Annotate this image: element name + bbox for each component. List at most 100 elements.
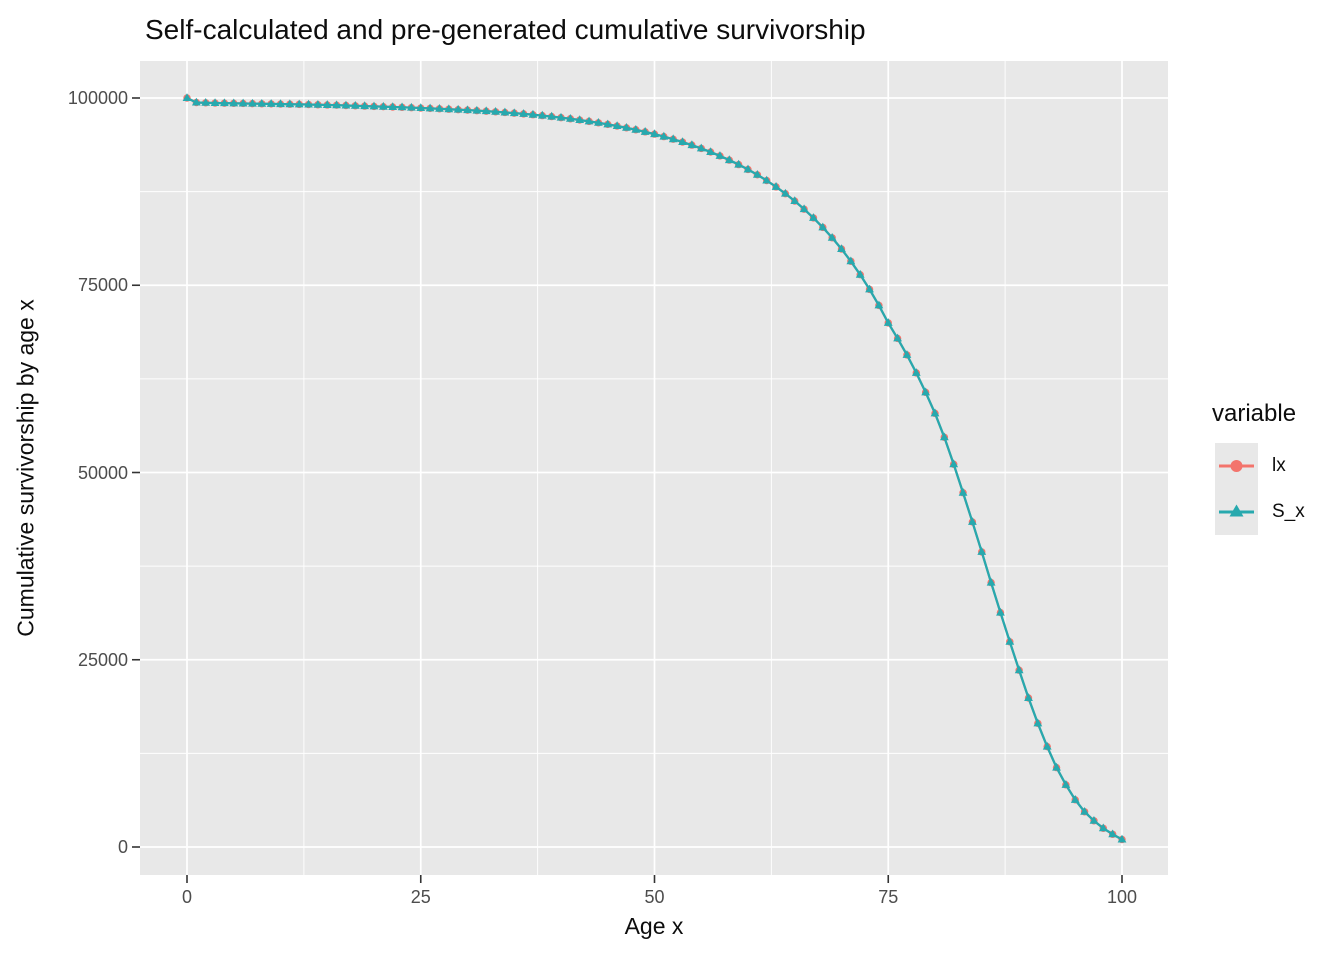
- y-tick-label: 50000: [77, 462, 128, 483]
- sx-line-triangle-swatch: [1219, 504, 1254, 517]
- data-point-S_x: [790, 196, 800, 205]
- data-point-S_x: [1033, 718, 1043, 727]
- data-point-S_x: [191, 97, 201, 106]
- data-point-S_x: [1080, 806, 1089, 815]
- data-point-S_x: [481, 106, 491, 115]
- data-point-S_x: [1042, 741, 1052, 750]
- x-tick-label: 50: [644, 887, 665, 907]
- data-point-S_x: [509, 108, 519, 117]
- data-point-S_x: [612, 121, 622, 130]
- data-point-S_x: [594, 117, 603, 126]
- data-point-S_x: [715, 151, 725, 159]
- data-point-S_x: [734, 159, 744, 168]
- lx-line-circle-swatch: [1219, 460, 1254, 472]
- data-point-S_x: [696, 143, 706, 152]
- data-point-S_x: [575, 115, 585, 124]
- data-point-S_x: [248, 98, 257, 107]
- data-point-S_x: [388, 102, 398, 110]
- data-point-S_x: [678, 137, 687, 146]
- data-point-S_x: [1108, 829, 1118, 838]
- data-point-S_x: [257, 98, 267, 107]
- data-point-S_x: [435, 103, 444, 112]
- x-tick-label: 0: [181, 887, 192, 907]
- data-point-S_x: [1070, 795, 1080, 803]
- data-point-S_x: [584, 116, 594, 125]
- data-point-S_x: [500, 107, 510, 116]
- data-point-S_x: [855, 269, 865, 278]
- data-point-S_x: [350, 100, 360, 109]
- data-point-S_x: [565, 113, 575, 122]
- data-point-S_x: [1024, 693, 1033, 701]
- data-point-S_x: [818, 222, 828, 231]
- data-point-S_x: [294, 99, 304, 108]
- y-tick-label: 100000: [67, 88, 128, 108]
- data-point-S_x: [304, 99, 313, 108]
- data-point-S_x: [201, 97, 211, 106]
- x-tick-label: 100: [1106, 887, 1138, 907]
- data-point-S_x: [472, 105, 482, 114]
- data-point-S_x: [930, 408, 940, 417]
- data-point-S_x: [1117, 834, 1127, 843]
- data-point-S_x: [1052, 762, 1061, 771]
- data-point-S_x: [416, 103, 426, 112]
- data-point-S_x: [210, 98, 220, 107]
- legend: variable lx S_x: [1210, 400, 1344, 540]
- legend-key-marker-S_x: [1229, 504, 1244, 517]
- data-point-S_x: [491, 106, 500, 115]
- data-point-S_x: [238, 98, 248, 107]
- data-point-S_x: [547, 111, 557, 120]
- data-point-S_x: [893, 333, 902, 342]
- data-point-S_x: [837, 244, 846, 252]
- data-point-S_x: [631, 124, 641, 133]
- data-point-S_x: [668, 134, 678, 143]
- data-point-S_x: [444, 104, 454, 113]
- y-tick-label: 0: [117, 837, 128, 857]
- data-point-S_x: [911, 368, 921, 376]
- data-point-S_x: [996, 607, 1005, 616]
- data-point-S_x: [799, 204, 809, 213]
- legend-key-sx: [1215, 489, 1258, 535]
- data-point-S_x: [463, 105, 472, 114]
- data-point-S_x: [939, 432, 949, 441]
- data-point-S_x: [266, 99, 276, 107]
- data-point-S_x: [313, 99, 323, 108]
- data-point-S_x: [752, 169, 762, 178]
- data-point-S_x: [1005, 636, 1015, 645]
- data-point-S_x: [622, 123, 631, 131]
- data-point-S_x: [781, 188, 790, 197]
- data-point-S_x: [762, 175, 772, 184]
- data-point-S_x: [285, 99, 295, 108]
- data-point-S_x: [369, 101, 379, 110]
- data-point-S_x: [182, 93, 192, 101]
- data-point-S_x: [407, 102, 416, 111]
- data-point-S_x: [1014, 665, 1024, 674]
- data-point-S_x: [687, 140, 697, 149]
- data-point-S_x: [1098, 823, 1108, 832]
- data-point-S_x: [519, 109, 528, 117]
- data-point-S_x: [846, 256, 856, 265]
- x-axis-title: Age x: [624, 913, 684, 939]
- y-tick-label: 75000: [77, 275, 128, 296]
- data-point-S_x: [743, 164, 753, 173]
- data-point-S_x: [276, 99, 285, 108]
- data-point-S_x: [220, 98, 229, 107]
- legend-key-marker-lx: [1230, 460, 1243, 472]
- data-point-S_x: [902, 350, 912, 358]
- data-point-S_x: [874, 300, 884, 309]
- data-point-S_x: [883, 318, 893, 326]
- data-point-S_x: [397, 102, 407, 111]
- y-axis-title: Cumulative survivorship by age x: [12, 299, 39, 637]
- data-point-S_x: [949, 459, 959, 468]
- x-tick-label: 25: [410, 887, 431, 907]
- data-point-S_x: [771, 182, 781, 190]
- chart-title: Self-calculated and pre-generated cumula…: [145, 14, 866, 45]
- data-point-S_x: [827, 232, 837, 241]
- data-point-S_x: [537, 110, 547, 119]
- data-point-S_x: [322, 100, 332, 108]
- data-point-S_x: [706, 147, 715, 156]
- data-point-S_x: [968, 517, 977, 525]
- legend-title: variable: [1212, 400, 1297, 427]
- data-point-S_x: [341, 100, 351, 109]
